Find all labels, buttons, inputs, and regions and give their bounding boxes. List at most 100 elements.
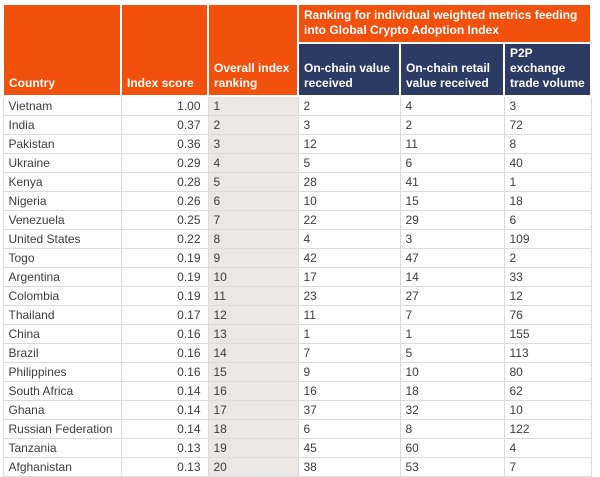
cell-on-chain-value: 10 (297, 191, 401, 211)
table-row: Pakistan 0.36 3 12 11 8 (2, 134, 592, 154)
table-row: Russian Federation 0.14 18 6 8 122 (2, 419, 592, 439)
cell-on-chain-value: 6 (297, 419, 401, 439)
cell-on-chain-retail: 53 (399, 457, 505, 477)
cell-overall-ranking: 16 (207, 381, 299, 401)
cell-overall-ranking: 2 (207, 115, 299, 135)
cell-index-score: 0.14 (120, 381, 209, 401)
cell-index-score: 0.16 (120, 362, 209, 382)
cell-on-chain-retail: 2 (399, 115, 505, 135)
cell-on-chain-value: 7 (297, 343, 401, 363)
cell-index-score: 0.28 (120, 172, 209, 192)
cell-overall-ranking: 8 (207, 229, 299, 249)
column-group-header-metrics: Ranking for individual weighted metrics … (297, 3, 592, 44)
cell-index-score: 0.17 (120, 305, 209, 325)
cell-overall-ranking: 6 (207, 191, 299, 211)
cell-on-chain-value: 42 (297, 248, 401, 268)
cell-p2p-volume: 122 (503, 419, 592, 439)
cell-on-chain-retail: 29 (399, 210, 505, 230)
cell-on-chain-retail: 1 (399, 324, 505, 344)
cell-country: Nigeria (2, 191, 122, 211)
cell-overall-ranking: 5 (207, 172, 299, 192)
table-row: Colombia 0.19 11 23 27 12 (2, 286, 592, 306)
cell-on-chain-retail: 3 (399, 229, 505, 249)
table-row: Kenya 0.28 5 28 41 1 (2, 172, 592, 192)
table-row: China 0.16 13 1 1 155 (2, 324, 592, 344)
table-row: India 0.37 2 3 2 72 (2, 115, 592, 135)
cell-overall-ranking: 19 (207, 438, 299, 458)
cell-p2p-volume: 80 (503, 362, 592, 382)
cell-p2p-volume: 3 (503, 95, 592, 116)
table-row: United States 0.22 8 4 3 109 (2, 229, 592, 249)
cell-on-chain-value: 12 (297, 134, 401, 154)
cell-overall-ranking: 14 (207, 343, 299, 363)
cell-on-chain-retail: 5 (399, 343, 505, 363)
cell-p2p-volume: 40 (503, 153, 592, 173)
cell-on-chain-retail: 4 (399, 95, 505, 116)
cell-country: Brazil (2, 343, 122, 363)
cell-p2p-volume: 8 (503, 134, 592, 154)
column-header-on-chain-value: On-chain value received (297, 42, 401, 97)
cell-index-score: 0.19 (120, 248, 209, 268)
cell-country: Kenya (2, 172, 122, 192)
table-row: Nigeria 0.26 6 10 15 18 (2, 191, 592, 211)
cell-index-score: 0.14 (120, 419, 209, 439)
cell-p2p-volume: 12 (503, 286, 592, 306)
cell-country: United States (2, 229, 122, 249)
cell-index-score: 0.19 (120, 267, 209, 287)
cell-on-chain-value: 5 (297, 153, 401, 173)
cell-country: Pakistan (2, 134, 122, 154)
cell-p2p-volume: 4 (503, 438, 592, 458)
column-header-overall-ranking: Overall index ranking (207, 3, 299, 97)
cell-overall-ranking: 9 (207, 248, 299, 268)
table-row: Togo 0.19 9 42 47 2 (2, 248, 592, 268)
cell-on-chain-value: 4 (297, 229, 401, 249)
cell-index-score: 0.13 (120, 438, 209, 458)
column-header-index-score: Index score (120, 3, 209, 97)
cell-overall-ranking: 20 (207, 457, 299, 477)
cell-on-chain-value: 45 (297, 438, 401, 458)
cell-country: Philippines (2, 362, 122, 382)
cell-overall-ranking: 4 (207, 153, 299, 173)
cell-on-chain-retail: 32 (399, 400, 505, 420)
cell-country: Venezuela (2, 210, 122, 230)
cell-index-score: 0.37 (120, 115, 209, 135)
cell-on-chain-value: 17 (297, 267, 401, 287)
cell-index-score: 0.16 (120, 324, 209, 344)
cell-p2p-volume: 7 (503, 457, 592, 477)
cell-on-chain-value: 11 (297, 305, 401, 325)
adoption-index-table: Country Index score Overall index rankin… (2, 3, 592, 477)
cell-p2p-volume: 1 (503, 172, 592, 192)
cell-p2p-volume: 72 (503, 115, 592, 135)
column-header-on-chain-retail: On-chain retail value received (399, 42, 505, 97)
cell-index-score: 1.00 (120, 95, 209, 116)
cell-overall-ranking: 13 (207, 324, 299, 344)
cell-overall-ranking: 3 (207, 134, 299, 154)
column-header-country: Country (2, 3, 122, 97)
cell-on-chain-retail: 11 (399, 134, 505, 154)
table-row: Brazil 0.16 14 7 5 113 (2, 343, 592, 363)
cell-index-score: 0.29 (120, 153, 209, 173)
table-row: Ghana 0.14 17 37 32 10 (2, 400, 592, 420)
cell-p2p-volume: 109 (503, 229, 592, 249)
table-row: Vietnam 1.00 1 2 4 3 (2, 95, 592, 116)
cell-on-chain-value: 23 (297, 286, 401, 306)
cell-overall-ranking: 15 (207, 362, 299, 382)
cell-p2p-volume: 76 (503, 305, 592, 325)
cell-on-chain-retail: 41 (399, 172, 505, 192)
cell-on-chain-retail: 60 (399, 438, 505, 458)
cell-country: Ukraine (2, 153, 122, 173)
cell-p2p-volume: 113 (503, 343, 592, 363)
table-body: Vietnam 1.00 1 2 4 3 India 0.37 2 3 2 72 Pakistan 0.3… (2, 95, 592, 477)
cell-overall-ranking: 1 (207, 95, 299, 116)
table-row: Philippines 0.16 15 9 10 80 (2, 362, 592, 382)
table-row: South Africa 0.14 16 16 18 62 (2, 381, 592, 401)
cell-on-chain-value: 2 (297, 95, 401, 116)
cell-index-score: 0.19 (120, 286, 209, 306)
cell-overall-ranking: 7 (207, 210, 299, 230)
cell-on-chain-value: 3 (297, 115, 401, 135)
cell-p2p-volume: 2 (503, 248, 592, 268)
cell-country: Russian Federation (2, 419, 122, 439)
column-header-p2p-volume: P2P exchange trade volume (503, 42, 592, 97)
cell-overall-ranking: 18 (207, 419, 299, 439)
